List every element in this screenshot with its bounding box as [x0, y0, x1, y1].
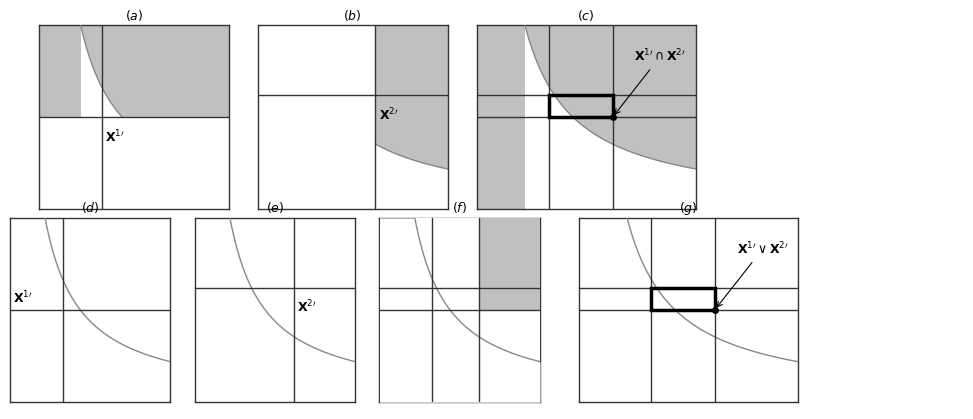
- Title: $(c)$: $(c)$: [577, 8, 595, 23]
- Title: $(g)$: $(g)$: [679, 200, 698, 217]
- Text: $\mathbf{X}^{1\prime}$: $\mathbf{X}^{1\prime}$: [13, 290, 32, 306]
- Title: $(a)$: $(a)$: [125, 8, 143, 23]
- Bar: [549, 95, 613, 117]
- Text: $\mathbf{X}^{1\prime} \vee \mathbf{X}^{2\prime}$: $\mathbf{X}^{1\prime} \vee \mathbf{X}^{2…: [717, 241, 788, 307]
- Text: $\mathbf{X}^{2\prime}$: $\mathbf{X}^{2\prime}$: [298, 299, 317, 316]
- Text: $\mathbf{X}^{1\prime}$: $\mathbf{X}^{1\prime}$: [105, 128, 125, 145]
- Bar: [651, 288, 714, 310]
- Text: $\mathbf{X}^{1\prime} \cap \mathbf{X}^{2\prime}$: $\mathbf{X}^{1\prime} \cap \mathbf{X}^{2…: [615, 48, 686, 114]
- Title: $(b)$: $(b)$: [343, 8, 362, 23]
- Title: $(f)$: $(f)$: [452, 200, 467, 215]
- Text: $\mathbf{X}^{2\prime}$: $\mathbf{X}^{2\prime}$: [379, 106, 399, 123]
- Title: $(e)$: $(e)$: [266, 200, 284, 215]
- Title: $(d)$: $(d)$: [81, 200, 99, 215]
